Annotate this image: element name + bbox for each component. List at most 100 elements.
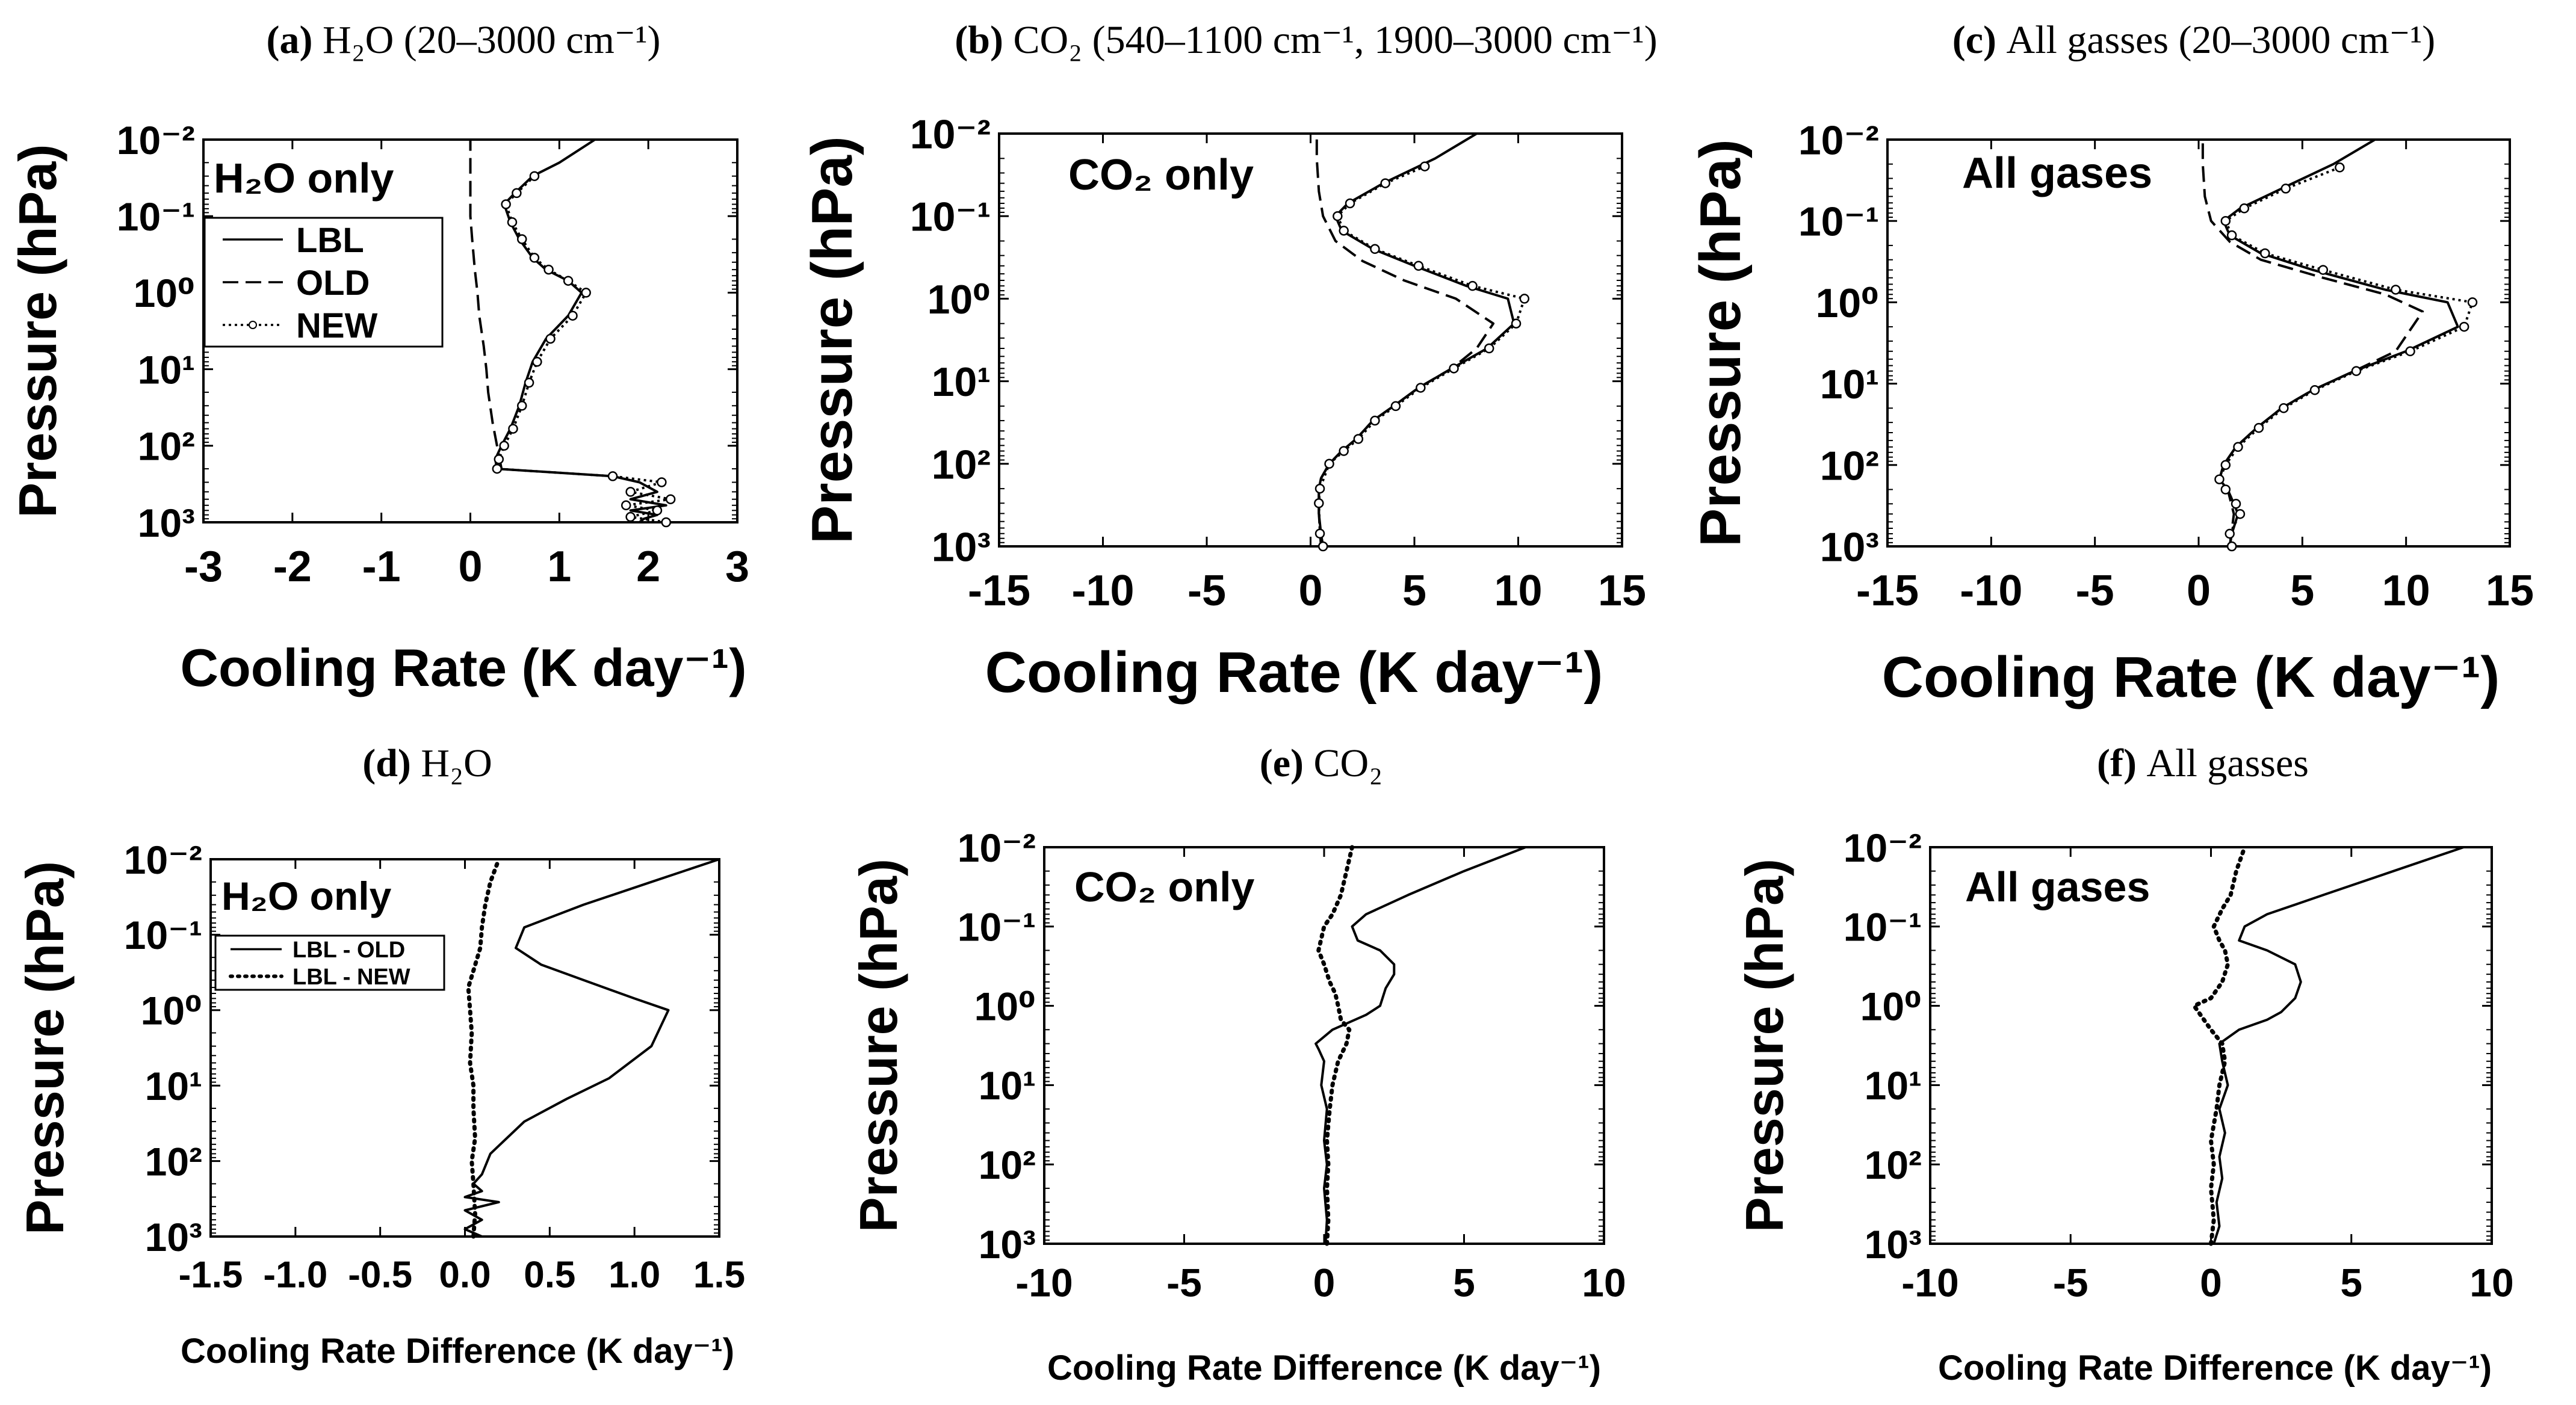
panel-annotation: All gases: [1965, 863, 2150, 910]
x-tick-label: 0: [2200, 1261, 2222, 1305]
legend-label: LBL - OLD: [293, 937, 405, 963]
data-point-marker: [1353, 434, 1364, 444]
y-tick-label: 10⁻²: [958, 826, 1036, 870]
series-line-old: [469, 140, 503, 469]
data-point-marker: [621, 500, 631, 511]
data-point-marker: [652, 505, 663, 516]
panel-title: (c) All gasses (20–3000 cm⁻¹): [1952, 18, 2435, 62]
y-axis-label: Pressure (hPa): [1688, 139, 1753, 547]
data-point-marker: [1380, 178, 1390, 188]
y-tick-label: 10³: [932, 524, 991, 570]
data-point-marker: [1519, 294, 1530, 304]
series-line-lbl-old: [2212, 846, 2464, 1244]
data-point-marker: [2335, 162, 2345, 173]
x-axis-label: Cooling Rate Difference (K day⁻¹): [1938, 1348, 2492, 1388]
x-tick-label: 0.0: [439, 1255, 491, 1296]
y-tick-label: 10⁰: [134, 271, 195, 315]
y-axis-label: Pressure (hPa): [849, 859, 908, 1232]
panel-e: (e) CO₂ 10⁻² 10⁻¹ 10⁰ 10¹ 10² 10³-10 -5 0 5 10 Cool…: [849, 741, 1626, 1388]
y-tick-label: 10³: [138, 501, 195, 545]
y-tick-label: 10⁻¹: [117, 194, 195, 239]
y-tick-label: 10¹: [1865, 1063, 1922, 1108]
series-line-old: [2201, 140, 2424, 547]
x-tick-label: 5: [1453, 1261, 1475, 1305]
y-tick-label: 10³: [145, 1215, 202, 1259]
data-point-marker: [1314, 528, 1325, 539]
x-tick-label: 10: [2469, 1261, 2513, 1305]
x-tick-label: -5: [1166, 1261, 1202, 1305]
y-tick-label: 10¹: [138, 347, 195, 392]
x-tick-label: -5: [1187, 567, 1226, 615]
x-tick-label: 0: [1313, 1261, 1336, 1305]
x-tick-label: 3: [725, 543, 749, 591]
legend-label: LBL - NEW: [293, 965, 410, 990]
series-line-new: [2218, 166, 2474, 547]
x-tick-label: -5: [2076, 567, 2114, 615]
panel-b: (b) CO₂ (540–1100 cm⁻¹, 1900–3000 cm⁻¹) 1…: [800, 18, 1658, 705]
y-tick-label: 10⁻¹: [1844, 905, 1922, 950]
series-line-old: [1315, 134, 1495, 547]
data-point-marker: [1314, 498, 1324, 508]
x-tick-label: -15: [968, 567, 1030, 615]
panel-letter: (a): [266, 18, 322, 62]
data-point-marker: [625, 511, 636, 522]
data-point-marker: [568, 310, 578, 321]
x-tick-label: -1: [362, 543, 401, 591]
y-tick-label: 10²: [145, 1139, 202, 1184]
panel-annotation: H₂O only: [214, 155, 394, 202]
y-tick-label: 10²: [979, 1143, 1036, 1187]
series-line-lbl-old: [1314, 846, 1526, 1244]
y-tick-label: 10¹: [145, 1064, 202, 1108]
y-tick-label: 10⁻²: [1844, 826, 1922, 870]
data-point-marker: [492, 463, 503, 474]
data-point-marker: [2351, 366, 2362, 376]
data-point-marker: [2318, 265, 2329, 275]
panel-letter: (c): [1952, 18, 2007, 62]
x-tick-label: -1.5: [179, 1255, 243, 1296]
data-point-marker: [545, 333, 556, 344]
data-point-marker: [2225, 528, 2235, 539]
y-tick-label: 10⁻¹: [958, 905, 1036, 950]
y-tick-label: 10⁻²: [910, 111, 991, 157]
x-tick-label: 0: [2187, 567, 2211, 615]
x-tick-label: 5: [1402, 567, 1426, 615]
data-point-marker: [532, 357, 542, 367]
data-point-marker: [2220, 215, 2231, 226]
data-point-marker: [1413, 261, 1424, 271]
data-point-marker: [2309, 385, 2320, 395]
x-tick-label: -3: [184, 543, 223, 591]
panel-title: (f) All gasses: [2097, 741, 2309, 785]
x-tick-label: -2: [273, 543, 312, 591]
x-tick-label: 10: [1582, 1261, 1626, 1305]
y-tick-label: 10⁰: [141, 989, 202, 1033]
y-tick-label: 10⁻¹: [910, 194, 991, 240]
x-tick-label: 10: [2382, 567, 2430, 615]
data-point-marker: [665, 494, 676, 504]
panel-title: (d) H₂O: [362, 741, 492, 785]
legend-label: LBL: [296, 221, 364, 260]
data-point-marker: [1339, 446, 1349, 456]
data-point-marker: [1339, 226, 1349, 236]
y-axis-label: Pressure (hPa): [1735, 859, 1794, 1232]
x-tick-label: 5: [2340, 1261, 2362, 1305]
x-tick-label: 10: [1494, 567, 1542, 615]
x-tick-label: 0: [458, 543, 482, 591]
data-point-marker: [1324, 459, 1334, 469]
data-point-marker: [512, 188, 522, 199]
y-tick-label: 10²: [1865, 1143, 1922, 1187]
series-line-lbl-old: [463, 858, 720, 1238]
data-point-marker: [2253, 422, 2264, 433]
panel-annotation: CO₂ only: [1068, 151, 1254, 199]
y-tick-label: 10³: [1865, 1222, 1922, 1267]
x-tick-label: -0.5: [348, 1255, 412, 1296]
series-line-new: [495, 175, 672, 523]
y-tick-label: 10⁻²: [117, 118, 195, 162]
x-tick-label: 5: [2290, 567, 2314, 615]
data-point-marker: [2233, 442, 2243, 452]
y-tick-label: 10⁰: [1860, 984, 1922, 1028]
y-tick-label: 10³: [1820, 524, 1879, 570]
data-point-marker: [1484, 343, 1494, 354]
x-tick-label: -1.0: [263, 1255, 327, 1296]
